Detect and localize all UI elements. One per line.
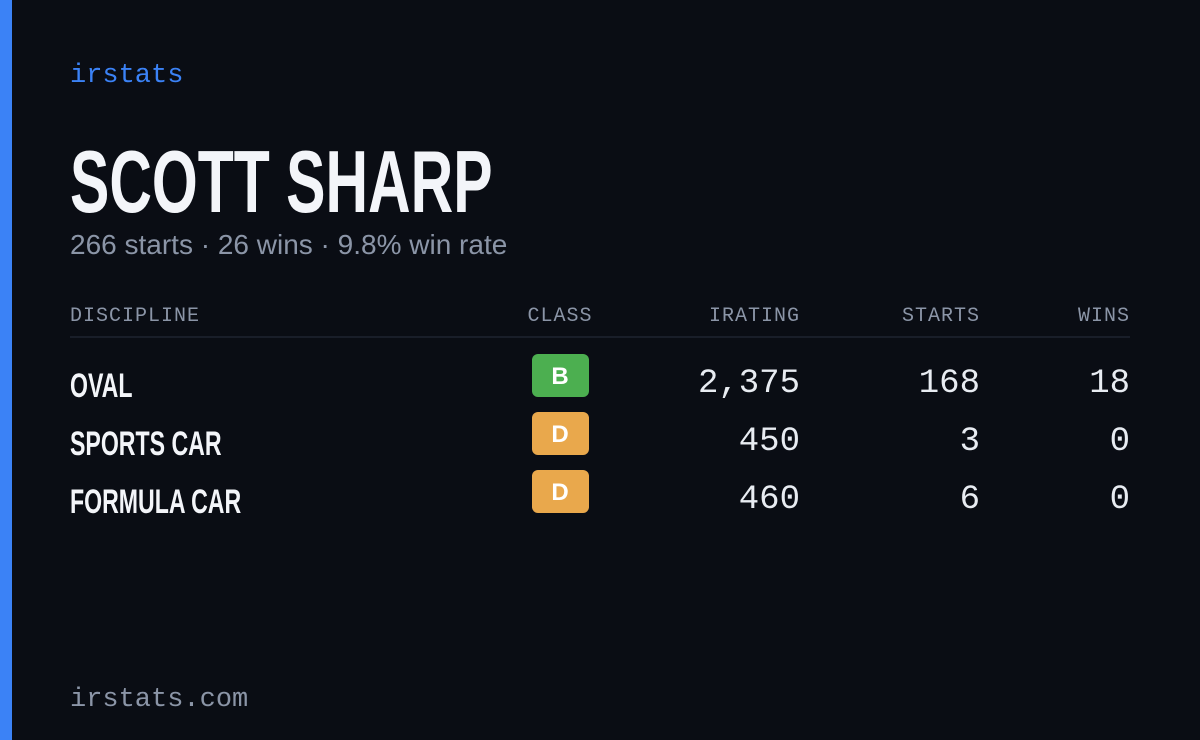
stat-starts: 168	[919, 365, 980, 403]
stat-wins: 0	[1110, 423, 1130, 461]
stat-starts: 6	[960, 481, 980, 519]
brand: irstats	[70, 61, 183, 91]
class-letter: D	[551, 421, 568, 448]
discipline: SPORTS CAR	[70, 426, 222, 463]
accent-bar	[0, 0, 12, 740]
stat-wins: 18	[1089, 365, 1130, 403]
stat-irating: 450	[739, 423, 800, 461]
footer: irstats.com	[70, 685, 248, 715]
column-header: CLASS	[527, 305, 592, 328]
column-header: DISCIPLINE	[70, 305, 200, 328]
class-letter: D	[551, 479, 568, 506]
class-badge	[532, 470, 589, 513]
class-badge	[532, 354, 589, 397]
stat-wins: 0	[1110, 481, 1130, 519]
driver-name: SCOTT SHARP	[70, 132, 493, 231]
stat-starts: 3	[960, 423, 980, 461]
stat-irating: 2,375	[698, 365, 800, 403]
column-header: STARTS	[902, 305, 980, 328]
class-badge	[532, 412, 589, 455]
column-header: WINS	[1078, 305, 1130, 328]
column-header: IRATING	[709, 305, 800, 328]
driver-summary: 266 starts · 26 wins · 9.8% win rate	[70, 229, 507, 260]
stat-irating: 460	[739, 481, 800, 519]
class-letter: B	[551, 363, 568, 390]
discipline: FORMULA CAR	[70, 484, 241, 521]
discipline: OVAL	[70, 368, 132, 405]
stats-table: DISCIPLINE CLASS IRATING STARTS WINS OVAL B 2,3…	[70, 305, 1130, 521]
